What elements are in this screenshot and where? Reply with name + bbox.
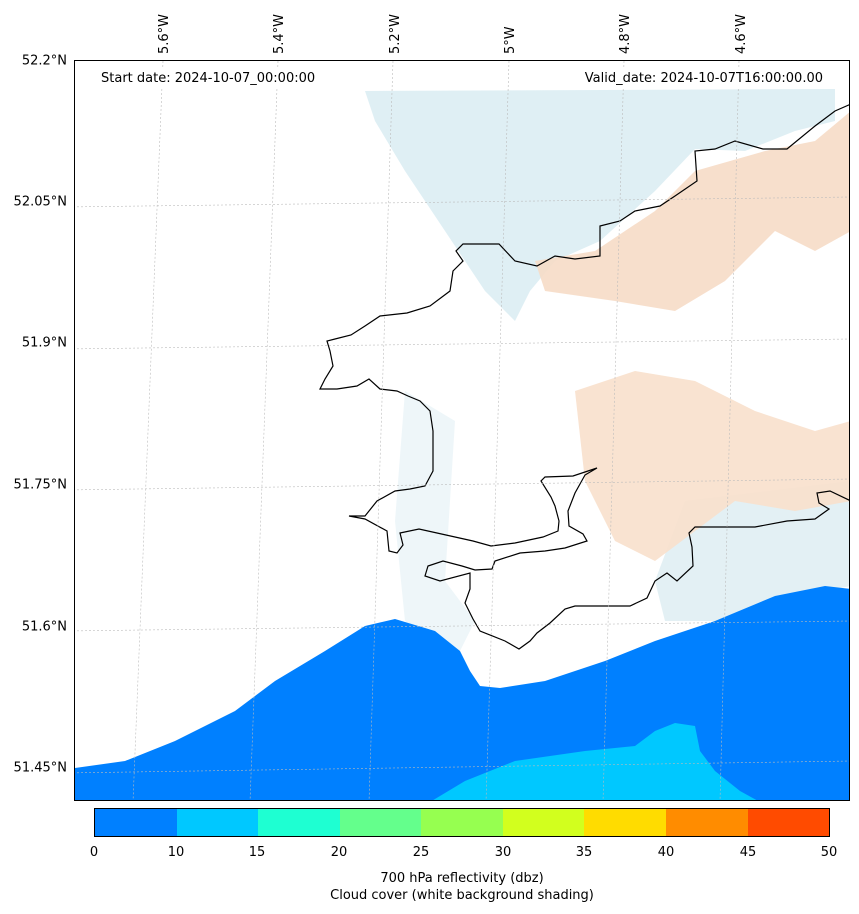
lon-label-4-6: 4.6°W	[734, 13, 749, 54]
graticule	[75, 61, 849, 800]
lat-label-52-2: 52.2°N	[21, 53, 67, 69]
colorbar-segment-45-50	[747, 809, 830, 836]
lat-label-51-45: 51.45°N	[13, 760, 67, 776]
colorbar-tick-50: 50	[820, 845, 838, 860]
cloud-cover-orange-central	[575, 371, 849, 561]
lon-label-4-8: 4.8°W	[618, 13, 633, 54]
colorbar-tick-20: 20	[330, 845, 348, 860]
colorbar-title-line1: 700 hPa reflectivity (dbz)	[380, 871, 544, 886]
colorbar-tick-40: 40	[657, 845, 675, 860]
cloud-cover-orange-north	[535, 112, 849, 311]
colorbar-segment-40-45	[665, 809, 748, 836]
cloud-cover-blue-coast	[395, 391, 475, 661]
lon-label-5-4: 5.4°W	[272, 13, 287, 54]
colorbar-tick-35: 35	[575, 845, 593, 860]
reflectivity-colorbar	[94, 808, 830, 837]
lat-label-51-75: 51.75°N	[13, 477, 67, 493]
colorbar-tick-15: 15	[248, 845, 266, 860]
colorbar-tick-45: 45	[739, 845, 757, 860]
colorbar-tick-25: 25	[412, 845, 430, 860]
colorbar-segment-30-35	[502, 809, 585, 836]
start-date-label: Start date: 2024-10-07_00:00:00	[95, 69, 322, 88]
map-panel: Start date: 2024-10-07_00:00:00 Valid_da…	[74, 60, 850, 801]
colorbar-segment-35-40	[584, 809, 666, 836]
lat-label-51-9: 51.9°N	[21, 335, 67, 351]
cloud-cover-blue	[365, 89, 835, 321]
colorbar-tick-0: 0	[89, 845, 99, 860]
colorbar-segment-0-10	[95, 809, 177, 836]
colorbar-segment-10-15	[176, 809, 259, 836]
lon-label-5-0: 5°W	[503, 26, 518, 54]
colorbar-tick-30: 30	[494, 845, 512, 860]
lon-label-5-6: 5.6°W	[157, 13, 172, 54]
lon-label-5-2: 5.2°W	[388, 13, 403, 54]
map-canvas	[75, 61, 849, 800]
colorbar-tick-10: 10	[167, 845, 185, 860]
valid-date-label: Valid_date: 2024-10-07T16:00:00.00	[578, 69, 829, 88]
coastline	[319, 104, 849, 650]
reflectivity-10-15	[433, 723, 757, 800]
colorbar-segment-15-20	[258, 809, 340, 836]
colorbar-segment-20-25	[339, 809, 422, 836]
colorbar-segment-25-30	[421, 809, 503, 836]
lat-label-51-6: 51.6°N	[21, 619, 67, 635]
lat-label-52-05: 52.05°N	[13, 194, 67, 210]
colorbar-title-line2: Cloud cover (white background shading)	[330, 888, 594, 903]
